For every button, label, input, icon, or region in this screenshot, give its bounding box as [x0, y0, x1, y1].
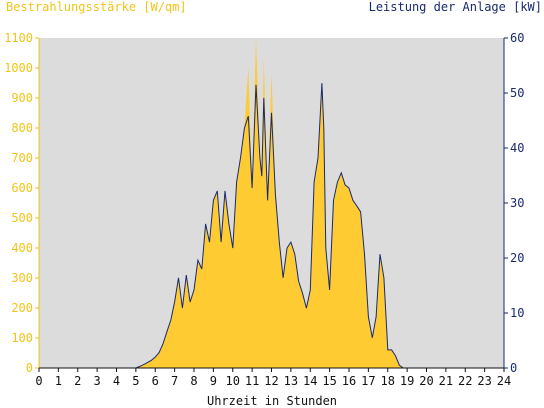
- x-tick-label: 2: [74, 374, 81, 388]
- x-tick-label: 16: [342, 374, 356, 388]
- left-tick-label: 600: [11, 181, 33, 195]
- x-tick-label: 18: [381, 374, 395, 388]
- x-tick-label: 3: [94, 374, 101, 388]
- x-tick-label: 7: [171, 374, 178, 388]
- right-tick-label: 30: [510, 196, 524, 210]
- left-tick-label: 400: [11, 241, 33, 255]
- x-tick-label: 19: [400, 374, 414, 388]
- x-tick-label: 4: [113, 374, 120, 388]
- x-tick-label: 10: [226, 374, 240, 388]
- x-tick-label: 21: [439, 374, 453, 388]
- left-tick-label: 300: [11, 271, 33, 285]
- x-tick-label: 5: [132, 374, 139, 388]
- x-tick-label: 12: [264, 374, 278, 388]
- left-tick-label: 700: [11, 151, 33, 165]
- x-tick-label: 13: [284, 374, 298, 388]
- left-tick-label: 100: [11, 331, 33, 345]
- x-tick-label: 14: [303, 374, 317, 388]
- x-tick-label: 24: [497, 374, 511, 388]
- x-axis-title: Uhrzeit in Stunden: [206, 394, 338, 408]
- x-tick-label: 0: [35, 374, 42, 388]
- power-line: [39, 83, 504, 369]
- right-axis-title: Leistung der Anlage [kW]: [368, 0, 542, 14]
- left-axis-title: Bestrahlungsstärke [W/qm]: [6, 0, 187, 14]
- x-tick-label: 8: [190, 374, 197, 388]
- x-tick-label: 11: [245, 374, 259, 388]
- left-tick-label: 900: [11, 91, 33, 105]
- x-tick-label: 20: [419, 374, 433, 388]
- left-tick-label: 800: [11, 121, 33, 135]
- left-tick-label: 200: [11, 301, 33, 315]
- left-tick-label: 1000: [4, 61, 33, 75]
- right-tick-label: 50: [510, 86, 524, 100]
- x-tick-label: 23: [477, 374, 491, 388]
- left-tick-label: 0: [26, 361, 33, 375]
- left-tick-label: 500: [11, 211, 33, 225]
- x-tick-label: 17: [361, 374, 375, 388]
- right-tick-label: 40: [510, 141, 524, 155]
- right-tick-label: 0: [510, 361, 517, 375]
- x-tick-label: 9: [210, 374, 217, 388]
- x-tick-label: 6: [152, 374, 159, 388]
- right-tick-label: 10: [510, 306, 524, 320]
- x-tick-label: 22: [458, 374, 472, 388]
- x-tick-label: 1: [55, 374, 62, 388]
- irradiance-area: [135, 38, 427, 368]
- right-tick-label: 60: [510, 31, 524, 45]
- right-tick-label: 20: [510, 251, 524, 265]
- x-tick-label: 15: [322, 374, 336, 388]
- left-tick-label: 1100: [4, 31, 33, 45]
